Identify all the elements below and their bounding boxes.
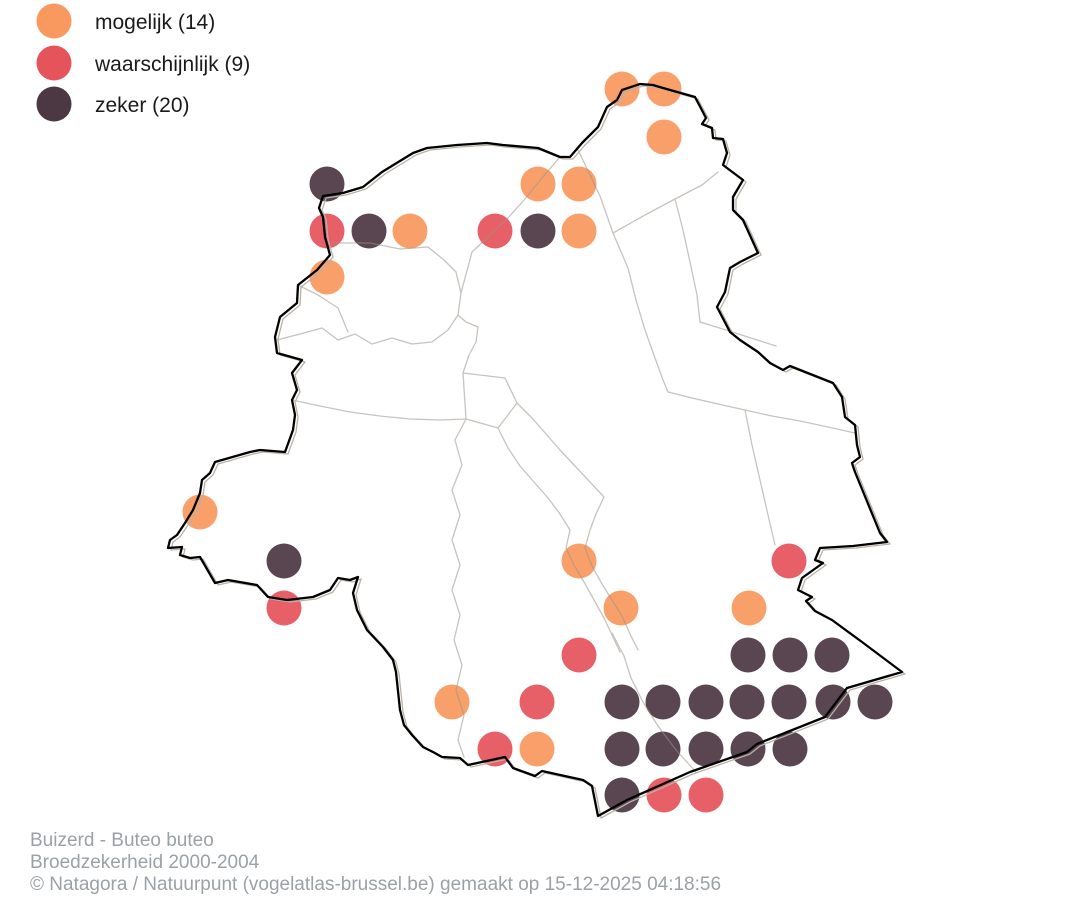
region-boundary bbox=[166, 82, 906, 819]
municipal-border-line bbox=[577, 149, 669, 393]
footer-copyright: © Natagora / Natuurpunt (vogelatlas-brus… bbox=[30, 874, 721, 895]
observation-dot-waarschijnlijk bbox=[519, 684, 555, 720]
observation-dot-zeker bbox=[604, 684, 640, 720]
legend-label-waarschijnlijk: waarschijnlijk (9) bbox=[94, 53, 250, 76]
observation-dot-zeker bbox=[645, 684, 681, 720]
footer-period: Broedzekerheid 2000-2004 bbox=[30, 852, 260, 873]
legend-label-mogelijk: mogelijk (14) bbox=[95, 11, 215, 34]
observation-dot-zeker bbox=[604, 777, 640, 813]
footer-species: Buizerd - Buteo buteo bbox=[30, 830, 214, 851]
observation-dot-zeker bbox=[729, 684, 765, 720]
observation-dot-waarschijnlijk bbox=[561, 637, 597, 673]
footer-caption: Buizerd - Buteo buteo Broedzekerheid 200… bbox=[30, 830, 721, 895]
observation-dot-zeker bbox=[309, 166, 345, 202]
observation-dot-zeker bbox=[772, 637, 808, 673]
municipal-border-line bbox=[332, 242, 462, 294]
municipal-border-line bbox=[457, 156, 561, 374]
region-boundary-offset bbox=[170, 85, 906, 819]
legend-label-zeker: zeker (20) bbox=[95, 94, 190, 117]
municipal-border-line bbox=[612, 171, 719, 234]
municipal-border-line bbox=[462, 372, 518, 429]
observation-dot-zeker bbox=[520, 213, 556, 249]
observation-dot-zeker bbox=[351, 213, 387, 249]
municipal-border-line bbox=[291, 399, 467, 421]
observation-dot-mogelijk bbox=[392, 213, 428, 249]
municipal-border-line bbox=[497, 427, 621, 653]
municipal-border-line bbox=[276, 314, 459, 345]
observation-dot-waarschijnlijk bbox=[771, 543, 807, 579]
legend: mogelijk (14) waarschijnlijk (9) zeker (… bbox=[36, 3, 250, 122]
observation-dot-zeker bbox=[772, 731, 808, 767]
municipal-border-line bbox=[516, 402, 639, 651]
municipal-border-line bbox=[699, 321, 777, 347]
observation-dot-mogelijk bbox=[646, 119, 682, 155]
observation-dot-zeker bbox=[266, 543, 302, 579]
observation-dots-layer bbox=[182, 71, 893, 813]
legend-swatch-waarschijnlijk-icon bbox=[36, 45, 72, 81]
observation-dot-mogelijk bbox=[561, 166, 597, 202]
municipal-border-line bbox=[297, 284, 349, 333]
observation-dot-waarschijnlijk bbox=[266, 590, 302, 626]
municipal-border-line bbox=[667, 391, 856, 434]
observation-dot-zeker bbox=[730, 731, 766, 767]
observation-dot-mogelijk bbox=[561, 213, 597, 249]
observation-dot-mogelijk bbox=[731, 590, 767, 626]
legend-swatch-mogelijk-icon bbox=[36, 3, 72, 39]
observation-dot-zeker bbox=[645, 731, 681, 767]
legend-swatch-zeker-icon bbox=[36, 86, 72, 122]
observation-dot-zeker bbox=[688, 684, 724, 720]
observation-dot-zeker bbox=[730, 637, 766, 673]
region-boundary-line bbox=[166, 82, 904, 818]
municipal-border-line bbox=[744, 409, 776, 546]
municipal-border-line bbox=[451, 418, 467, 758]
observation-dot-mogelijk bbox=[561, 543, 597, 579]
observation-dot-zeker bbox=[604, 731, 640, 767]
observation-dot-mogelijk bbox=[520, 166, 556, 202]
observation-dot-mogelijk bbox=[519, 731, 555, 767]
observation-dot-zeker bbox=[814, 637, 850, 673]
municipal-border-line bbox=[674, 198, 701, 323]
observation-dot-waarschijnlijk bbox=[688, 777, 724, 813]
observation-dot-zeker bbox=[857, 684, 893, 720]
observation-dot-mogelijk bbox=[434, 684, 470, 720]
municipal-boundaries bbox=[276, 149, 856, 773]
observation-dot-zeker bbox=[688, 731, 724, 767]
observation-dot-zeker bbox=[771, 684, 807, 720]
municipal-border-line bbox=[611, 632, 697, 773]
